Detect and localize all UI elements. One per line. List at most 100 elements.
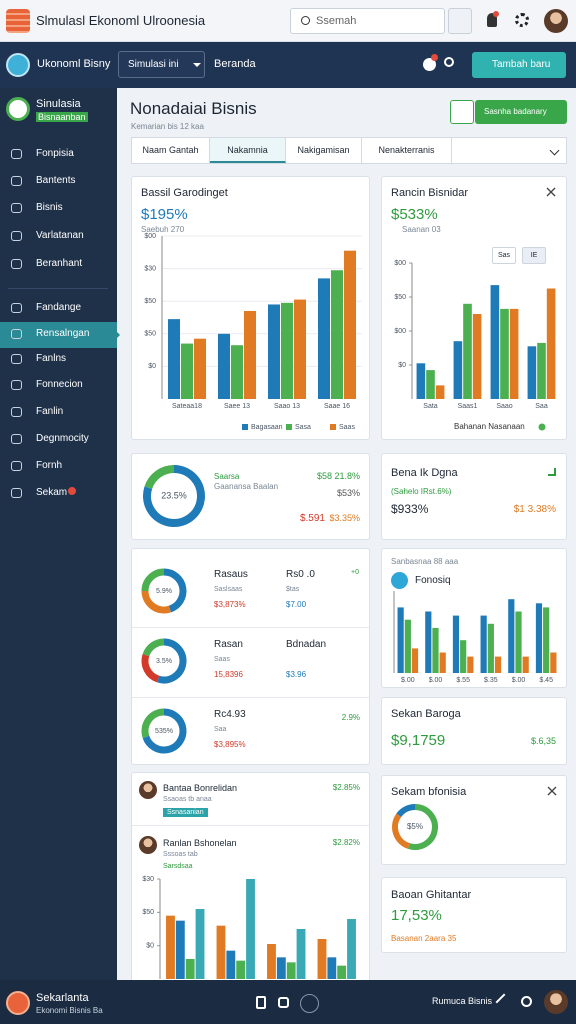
close-button[interactable] xyxy=(546,187,556,197)
nav-item[interactable]: Bantents xyxy=(36,175,76,186)
search-toggle[interactable] xyxy=(450,100,474,124)
top-header: Slmulasl Ekonoml Ulroonesia Ssemah xyxy=(0,0,576,42)
legend-dot xyxy=(538,423,546,431)
footer-icon[interactable] xyxy=(495,993,513,1011)
nav-search-icon[interactable] xyxy=(444,57,454,67)
brand: Ukonoml Bisny xyxy=(37,58,111,70)
nav-item[interactable]: Fandange xyxy=(36,302,82,313)
x-tick-label: $.00 xyxy=(429,677,443,684)
app-title: Slmulasl Ekonoml Ulroonesia xyxy=(36,13,206,28)
bell-button[interactable] xyxy=(448,8,472,34)
legend-swatch xyxy=(330,424,336,430)
settings-icon[interactable] xyxy=(515,13,529,27)
footer-icon[interactable] xyxy=(278,997,289,1008)
people-card: $0$50$30SaaSasSaoSae Bantaa BonrelidanSs… xyxy=(131,772,370,982)
dropdown[interactable]: Simulasi ini xyxy=(118,51,205,78)
person-avatar xyxy=(139,781,157,799)
tabs-caret[interactable] xyxy=(549,145,560,156)
tab[interactable]: Nakigamisan xyxy=(286,138,362,163)
footer-icon[interactable] xyxy=(521,996,532,1007)
nav-icon[interactable] xyxy=(423,58,436,71)
add-button[interactable]: Tambah baru xyxy=(472,52,566,78)
bar xyxy=(416,363,426,399)
nav-link[interactable]: Beranda xyxy=(214,58,256,70)
nav-item[interactable]: Fanlns xyxy=(36,353,67,364)
x-tick-label: Saao 13 xyxy=(274,403,300,410)
bar xyxy=(331,270,343,399)
primary-button[interactable]: Sasnha badanary xyxy=(475,100,567,124)
nav-item[interactable]: Fanlin xyxy=(36,406,64,417)
forecast-icon xyxy=(391,572,408,589)
x-tick-label: Saas1 xyxy=(458,403,478,410)
row-title: Rasaus xyxy=(214,569,248,580)
user-status: Bisnaanban xyxy=(36,112,88,122)
footer-icon[interactable] xyxy=(300,994,319,1013)
legend-swatch xyxy=(242,424,248,430)
bar xyxy=(439,652,446,673)
card-title: Bassil Garodinget xyxy=(141,187,228,199)
summary-donut: 23.5% xyxy=(143,465,205,527)
row-value: $3,895% xyxy=(214,740,246,749)
sector-card: Sekam bfonisia $5% xyxy=(381,775,567,865)
nav-item[interactable]: Fornh xyxy=(36,460,63,471)
donut-segment xyxy=(143,465,205,527)
bar xyxy=(218,333,230,399)
card-note: Saebuh 270 xyxy=(141,225,185,234)
tab[interactable]: Nakamnia xyxy=(210,138,286,163)
bar xyxy=(337,965,347,979)
caret xyxy=(193,63,201,71)
toggle[interactable]: IE xyxy=(522,247,546,264)
bar xyxy=(236,960,246,979)
bar xyxy=(286,962,296,979)
dropdown-label: Simulasi ini xyxy=(128,59,179,70)
tab[interactable]: Naam Gantah xyxy=(132,138,210,163)
x-tick-label: Saae 16 xyxy=(324,403,350,410)
toggle[interactable]: Sas xyxy=(492,247,516,264)
nav-item[interactable]: Degnmocity xyxy=(36,433,89,444)
footer-icon[interactable] xyxy=(256,996,266,1009)
user-icon[interactable] xyxy=(487,13,497,27)
nav-icon xyxy=(11,488,22,498)
y-tick-label: $50 xyxy=(144,298,156,305)
x-tick-label: Saao xyxy=(496,403,512,410)
nav-item[interactable]: Beranhant xyxy=(36,258,83,269)
bar xyxy=(318,278,330,399)
row-sub: Saslsaas xyxy=(214,586,243,593)
card-note: Saanan 03 xyxy=(402,225,441,234)
sidebar: Sinulasia Bisnaanban Fonpisia Bantents Bis… xyxy=(0,88,120,980)
x-tick-label: Sata xyxy=(423,403,438,410)
bar xyxy=(267,944,276,979)
donut-segment xyxy=(157,638,187,684)
card-sub: Sanbasnaa 88 aaa xyxy=(391,557,459,566)
row-sub: Saa xyxy=(214,726,227,733)
forecast-chart: $.00 $.00 $.55 $.35 $.00 $.45 xyxy=(393,591,557,684)
x-tick-label: $.45 xyxy=(539,677,553,684)
avatar[interactable] xyxy=(544,9,568,33)
bar xyxy=(500,308,509,399)
nav-icon xyxy=(11,407,22,417)
person-name: Ranlan Bshonelan xyxy=(163,838,237,848)
user-avatar xyxy=(6,97,30,121)
nav-icon xyxy=(11,203,22,213)
nav-item[interactable]: Sekam xyxy=(36,487,68,498)
avatar[interactable] xyxy=(544,990,568,1014)
nav-item[interactable]: Bisnis xyxy=(36,202,63,213)
tab[interactable]: Nenakterranis xyxy=(362,138,452,163)
bar xyxy=(463,303,472,399)
nav-icon xyxy=(11,259,22,269)
search-box[interactable]: Ssemah xyxy=(290,8,445,34)
nav-item[interactable]: Fonpisia xyxy=(36,148,74,159)
donut-segment xyxy=(141,568,165,592)
nav-item[interactable]: Rensalngan xyxy=(36,328,90,339)
nav-item[interactable]: Fonnecion xyxy=(36,379,83,390)
nav-icon xyxy=(11,434,22,444)
close-button[interactable] xyxy=(547,786,557,796)
footer-right[interactable]: Rumuca Bisnis xyxy=(432,996,493,1006)
card-title: Fonosiq xyxy=(415,575,451,586)
person-avatar xyxy=(139,836,157,854)
nav-item[interactable]: Varlatanan xyxy=(36,230,84,241)
bar xyxy=(467,656,474,673)
people-chart: $0$50$30SaaSasSaoSae xyxy=(142,876,356,979)
card-value: $933% xyxy=(391,502,429,516)
